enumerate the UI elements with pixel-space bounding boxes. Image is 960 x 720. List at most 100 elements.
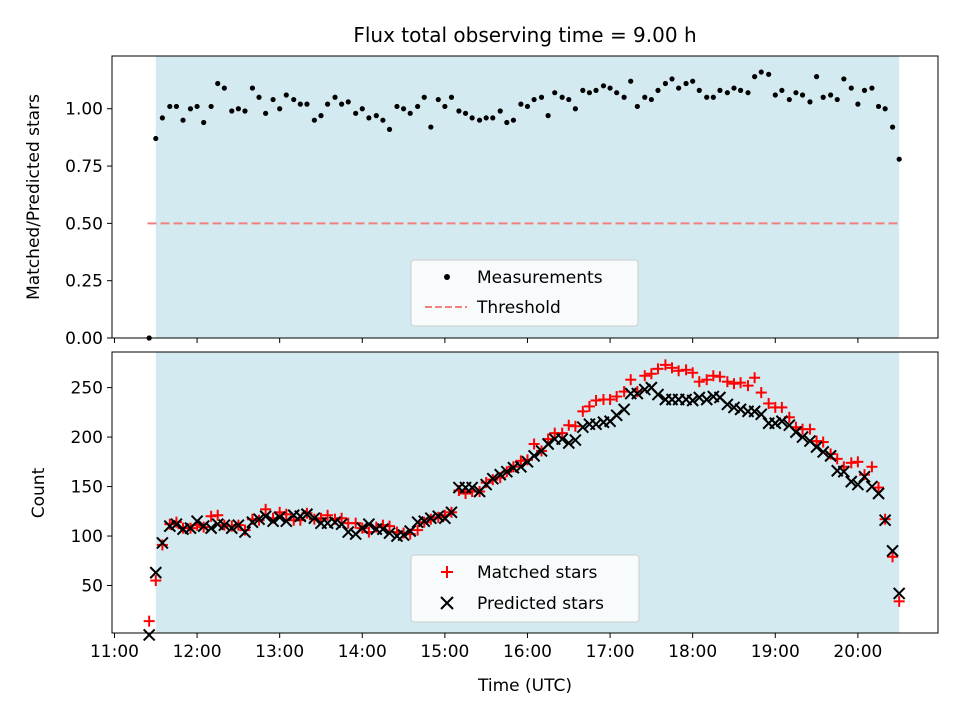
matched-star-point — [866, 461, 878, 473]
ratio-ytick-label: 0.00 — [65, 329, 103, 349]
matched-star-point — [412, 524, 424, 536]
predicted-star-point — [280, 514, 293, 528]
ratio-ytick-label: 0.75 — [65, 157, 103, 177]
measurement-point — [772, 92, 778, 98]
chart-title: Flux total observing time = 9.00 h — [353, 23, 696, 47]
measurement-point — [710, 94, 716, 100]
matched-star-point — [825, 448, 837, 460]
measurement-point — [173, 103, 180, 110]
measurement-point — [758, 69, 764, 75]
threshold-legend-label: Threshold — [476, 298, 561, 318]
matched-star-point — [755, 387, 767, 399]
measurement-point — [242, 108, 248, 114]
predicted-star-point — [734, 403, 747, 416]
measurement-point — [793, 90, 799, 96]
predicted-star-point — [204, 521, 218, 535]
measurement-point — [194, 103, 200, 110]
measurement-point — [435, 96, 441, 103]
measurement-point — [745, 90, 751, 96]
predicted-star-point — [486, 472, 499, 485]
predicted-star-point — [156, 536, 169, 550]
measurement-point — [373, 113, 379, 119]
predicted-star-point — [300, 508, 314, 521]
measurement-point — [386, 126, 393, 132]
measurement-point — [538, 94, 545, 100]
measurement-point — [799, 92, 806, 98]
x-tick-label: 17:00 — [586, 642, 635, 662]
measurement-point — [875, 103, 882, 110]
measurement-point — [779, 87, 785, 93]
measurement-point — [208, 103, 214, 110]
predicted-star-point — [445, 506, 458, 519]
predicted-star-point — [651, 388, 665, 401]
measurements-legend-label: Measurements — [477, 268, 603, 288]
predicted-star-point — [465, 481, 479, 494]
measurement-point — [469, 115, 475, 121]
predicted-star-point — [858, 470, 871, 483]
measurement-point — [270, 96, 276, 103]
matched-star-point — [583, 400, 595, 412]
matched-star-point — [212, 509, 224, 521]
predicted-star-point — [424, 512, 438, 525]
predicted-star-point — [892, 587, 906, 600]
predicted-legend-label: Predicted stars — [477, 594, 604, 614]
measurement-point — [497, 108, 503, 114]
predicted-star-point — [755, 408, 768, 421]
measurement-point — [283, 92, 289, 98]
measurement-point — [855, 101, 861, 107]
measurement-point — [580, 87, 586, 93]
measurement-point — [614, 90, 620, 96]
predicted-star-point — [418, 514, 431, 528]
predicted-star-point — [845, 475, 858, 488]
predicted-star-point — [266, 514, 280, 528]
ratio-ytick-label: 0.50 — [65, 214, 103, 234]
measurement-point — [690, 78, 696, 84]
count-panel-ylabel: Count — [29, 467, 49, 518]
predicted-star-point — [617, 403, 631, 416]
measurement-point — [566, 96, 572, 103]
measurement-point — [263, 110, 269, 116]
measurement-point — [277, 106, 283, 112]
measurement-point — [428, 124, 434, 130]
x-tick-label: 19:00 — [751, 642, 800, 662]
predicted-star-point — [514, 460, 528, 473]
predicted-star-point — [225, 521, 238, 535]
predicted-star-point — [238, 525, 252, 539]
matched-star-point — [873, 482, 885, 494]
matched-star-point — [852, 456, 864, 468]
predicted-star-point — [576, 420, 590, 434]
matched-star-point — [742, 380, 754, 392]
measurement-point — [291, 96, 297, 103]
matched-star-point — [645, 368, 657, 380]
matched-star-point — [322, 509, 334, 521]
measurement-point — [724, 90, 730, 96]
predicted-star-point — [149, 566, 162, 579]
predicted-star-point — [362, 517, 376, 531]
predicted-star-point — [837, 465, 851, 478]
predicted-star-point — [190, 514, 204, 528]
measurement-point — [201, 119, 207, 126]
measurement-point — [828, 92, 834, 98]
x-tick-label: 15:00 — [420, 642, 469, 662]
predicted-star-point — [816, 445, 830, 459]
matched-star-point — [701, 374, 713, 386]
predicted-star-point — [170, 517, 183, 531]
predicted-star-point — [700, 393, 713, 406]
ratio-panel: 0.00 0.25 0.50 0.75 1.00 Matched/Predicted s… — [24, 55, 939, 349]
predicted-star-point — [500, 465, 514, 478]
predicted-star-point — [397, 528, 410, 542]
matched-legend-marker — [441, 566, 453, 578]
predicted-star-point — [218, 518, 231, 532]
matched-star-point — [150, 575, 162, 587]
matched-legend-label: Matched stars — [477, 563, 597, 583]
matched-star-point — [604, 393, 616, 405]
matched-star-point — [893, 595, 905, 607]
matched-star-point — [817, 436, 829, 448]
predicted-star-point — [356, 521, 369, 535]
x-tick-label: 14:00 — [338, 642, 387, 662]
predicted-star-point — [589, 418, 603, 431]
measurement-point — [490, 115, 496, 121]
measurement-point — [345, 99, 351, 105]
measurement-point — [442, 103, 448, 110]
